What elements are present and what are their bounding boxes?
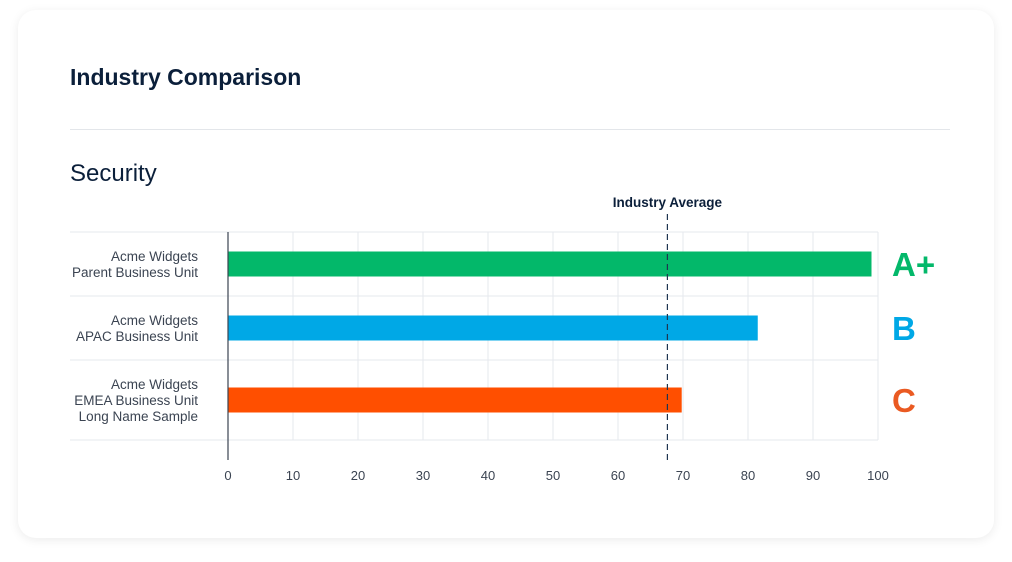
card-title: Industry Comparison <box>70 64 302 90</box>
industry-average-label: Industry Average <box>613 195 723 210</box>
grade-label-2: B <box>892 310 916 347</box>
divider <box>70 129 950 130</box>
x-tick-label: 50 <box>546 468 560 483</box>
x-tick-label: 100 <box>867 468 889 483</box>
x-tick-label: 40 <box>481 468 495 483</box>
x-tick-label: 80 <box>741 468 755 483</box>
bar-1 <box>228 251 872 277</box>
grade-label-3: C <box>892 382 916 419</box>
x-tick-label: 10 <box>286 468 300 483</box>
x-tick-label: 60 <box>611 468 625 483</box>
x-tick-label: 20 <box>351 468 365 483</box>
section-title: Security <box>70 160 157 187</box>
bar-3 <box>228 387 682 413</box>
x-tick-label: 90 <box>806 468 820 483</box>
category-label-3: Acme Widgets EMEA Business Unit Long Name … <box>74 377 198 424</box>
category-label-2: Acme Widgets APAC Business Unit <box>76 313 198 344</box>
x-tick-label: 30 <box>416 468 430 483</box>
x-tick-label: 0 <box>224 468 231 483</box>
bar-2 <box>228 315 758 341</box>
x-tick-label: 70 <box>676 468 690 483</box>
grade-label-1: A+ <box>892 246 935 283</box>
category-label-1: Acme Widgets Parent Business Unit <box>72 249 198 280</box>
